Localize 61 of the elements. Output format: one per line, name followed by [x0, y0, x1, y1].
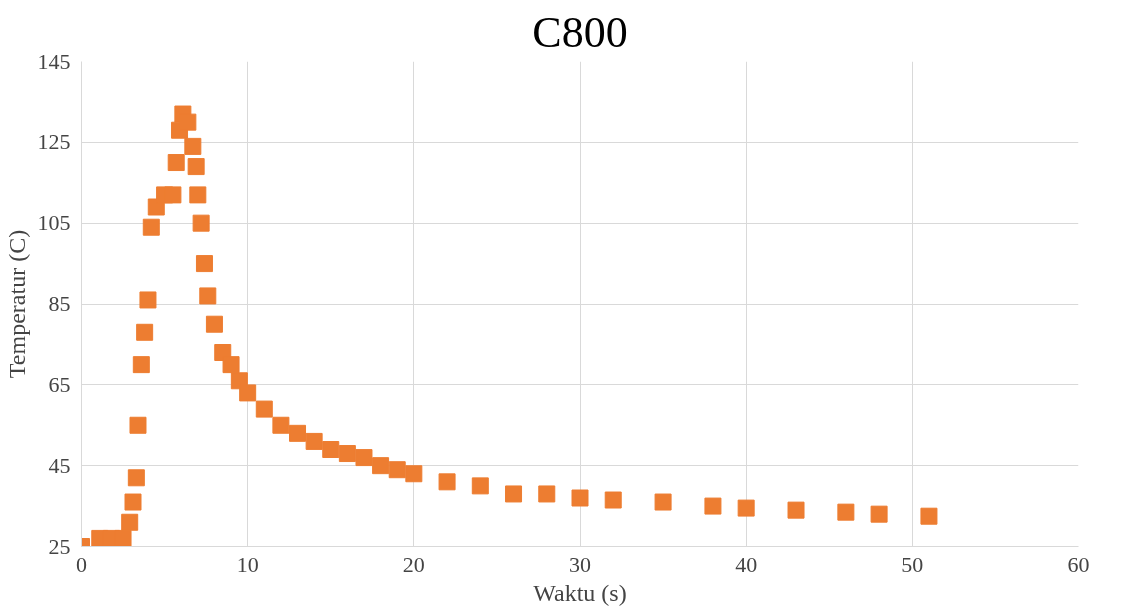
point [179, 113, 197, 131]
point [222, 356, 240, 374]
point [704, 497, 722, 515]
point [505, 485, 523, 503]
point [654, 493, 672, 511]
point [372, 457, 390, 475]
point [571, 489, 589, 507]
point [338, 445, 356, 463]
point [355, 449, 373, 467]
y-tick-label: 45 [48, 452, 71, 478]
point [322, 441, 340, 458]
x-tick-label: 10 [236, 551, 259, 577]
point [167, 154, 185, 172]
point [164, 186, 182, 204]
point [604, 491, 622, 509]
point [142, 218, 160, 236]
x-tick-label: 50 [901, 551, 924, 577]
y-tick-label: 145 [37, 48, 71, 74]
point [388, 461, 406, 479]
point [129, 416, 147, 434]
chart-title: C800 [532, 7, 628, 57]
point [139, 291, 157, 309]
y-tick-label: 65 [48, 371, 71, 397]
point [538, 485, 556, 503]
y-tick-label: 85 [48, 291, 71, 316]
point [289, 424, 307, 442]
point [272, 416, 290, 434]
point [870, 505, 888, 523]
point [121, 513, 139, 531]
y-axis-title: Temperatur (C) [3, 229, 30, 379]
point [737, 499, 755, 517]
point [305, 432, 323, 450]
point [199, 287, 217, 305]
x-tick-label: 20 [402, 551, 425, 577]
point [787, 501, 805, 519]
point [239, 384, 257, 402]
point [837, 503, 855, 521]
point [405, 465, 423, 483]
point [471, 477, 489, 495]
y-tick-label: 125 [37, 129, 71, 155]
y-tick-label: 25 [48, 533, 71, 559]
x-tick-label: 0 [76, 551, 87, 577]
point [132, 356, 150, 374]
point [920, 507, 938, 525]
point [205, 315, 223, 333]
y-tick-label: 105 [37, 210, 71, 236]
point [438, 473, 456, 491]
point [124, 493, 142, 511]
point [187, 158, 205, 176]
point [255, 400, 273, 418]
point [184, 137, 202, 155]
point [114, 529, 132, 547]
point [195, 255, 213, 273]
point [189, 186, 207, 204]
x-tick-label: 40 [735, 551, 758, 577]
point [136, 323, 154, 341]
point [192, 214, 210, 232]
x-axis-title: Waktu (s) [533, 579, 627, 606]
x-tick-label: 60 [1067, 551, 1090, 577]
x-tick-label: 30 [569, 551, 591, 577]
point [127, 469, 145, 487]
